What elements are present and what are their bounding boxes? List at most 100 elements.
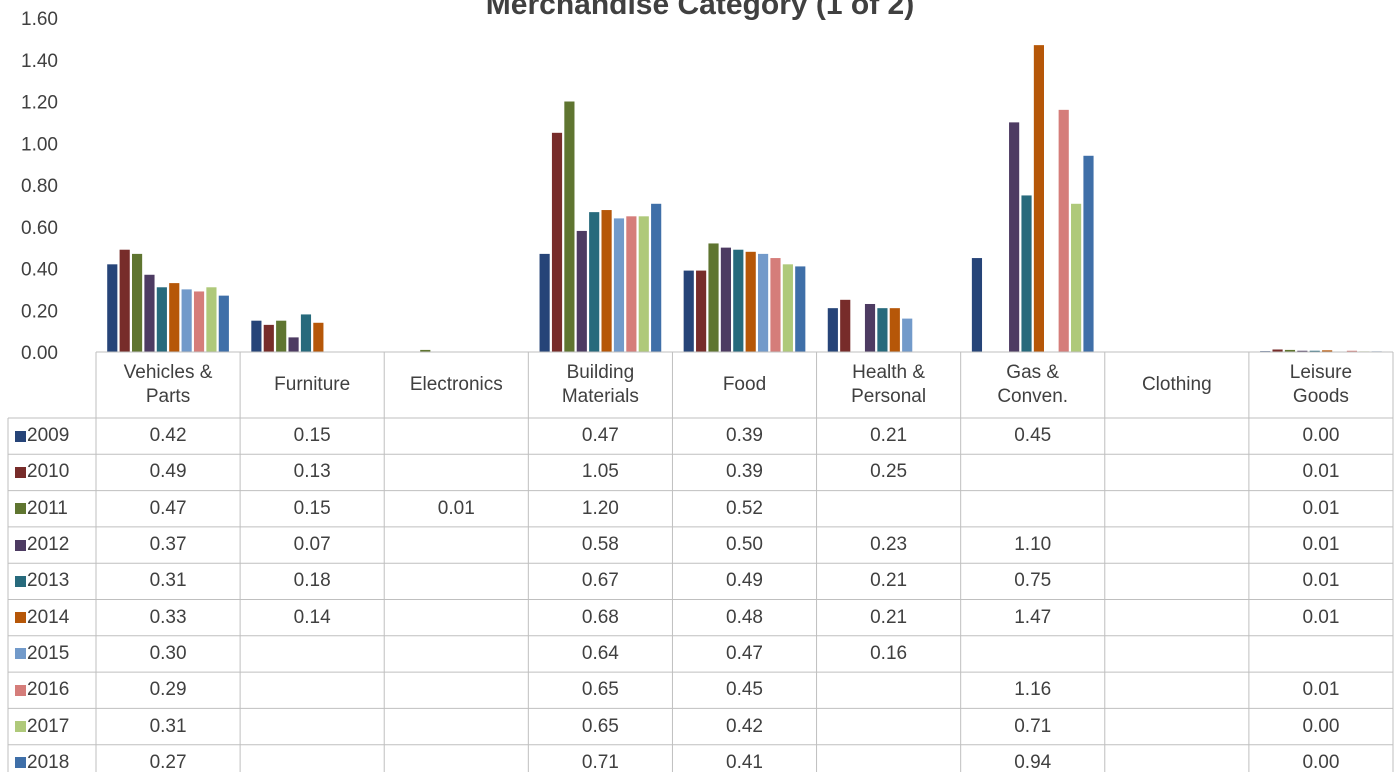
table-value: 0.94 [961,745,1105,772]
legend-label: 2016 [27,672,96,708]
table-value-text: 0.71 [581,751,619,772]
y-tick-label: 1.00 [21,134,58,155]
table-value: 0.75 [961,563,1105,599]
table-value-text: 0.00 [1302,425,1340,447]
table-value: 0.49 [96,454,240,490]
category-label-text: Building Materials [561,362,639,407]
bar [1346,350,1358,352]
table-value-text: 0.49 [726,570,763,592]
table-value-text: 1.10 [1014,534,1052,556]
table-value-text: 0.00 [1302,751,1340,772]
table-value: 0.37 [96,527,240,563]
table-value: 0.39 [672,418,816,454]
legend-label: 2015 [27,636,96,672]
category-label-text: Food [722,374,767,395]
table-value: 0.01 [1249,491,1393,527]
bar [288,337,299,352]
category-label: Vehicles & Parts [96,352,240,418]
table-value-text: 1.47 [1014,606,1052,628]
legend-swatch [15,757,26,769]
table-value: 0.15 [240,418,384,454]
table-value-text: 0.00 [1302,715,1340,737]
legend-label-text: 2018 [27,751,70,772]
table-value: 0.45 [672,672,816,708]
table-value-text: 0.01 [1302,461,1340,483]
table-value-text: 0.75 [1014,570,1052,592]
table-value: 0.41 [672,745,816,772]
bar [626,216,637,352]
table-value: 0.65 [528,672,672,708]
table-value-text: 0.65 [581,679,619,701]
table-value: 0.42 [96,418,240,454]
table-value: 0.71 [528,745,672,772]
table-value: 0.23 [817,527,961,563]
category-label: Gas & Conven. [961,352,1105,418]
bar [251,320,262,352]
bar [576,230,587,352]
bar [638,216,649,352]
bar [420,349,431,352]
bar [683,270,694,352]
table-value-text: 0.47 [149,497,187,519]
table-value: 1.05 [528,454,672,490]
legend-label: 2017 [27,708,96,744]
legend-label: 2012 [27,527,96,563]
bar [300,314,312,352]
bar [1272,349,1283,352]
table-value: 1.47 [961,600,1105,636]
table-value: 0.67 [528,563,672,599]
table-value-text: 0.14 [293,606,331,628]
table-value-text: 0.25 [870,461,908,483]
bar [1058,109,1069,352]
table-value: 0.64 [528,636,672,672]
table-value-text: 0.68 [581,606,619,628]
table-value: 0.18 [240,563,384,599]
bar [613,218,625,352]
table-value: 0.01 [1249,527,1393,563]
category-label-text: Health & Personal [851,362,927,407]
bar [589,212,600,352]
table-value-text: 0.64 [581,642,619,664]
bar [181,289,192,352]
legend-swatch [15,684,26,696]
bar [156,287,167,352]
table-value: 0.00 [1249,745,1393,772]
category-label-text: Clothing [1141,374,1212,395]
bar [720,247,731,352]
table-value: 0.42 [672,708,816,744]
bar [551,132,563,352]
table-value-text: 0.01 [1302,497,1340,519]
y-tick-label: 0.20 [21,301,58,322]
table-value-text: 1.20 [581,497,619,519]
table-value: 0.01 [384,491,528,527]
table-value: 0.71 [961,708,1105,744]
table-value: 0.27 [96,745,240,772]
table-value-text: 0.01 [1302,606,1340,628]
table-value: 0.52 [672,491,816,527]
table-value: 0.16 [817,636,961,672]
bar [1033,45,1045,352]
bar [840,299,851,352]
table-value: 0.15 [240,491,384,527]
bar [1071,203,1082,352]
table-value: 0.45 [961,418,1105,454]
table-value-text: 0.67 [581,570,619,592]
bar [169,283,180,352]
y-tick-label: 0.00 [21,343,58,364]
legend-label: 2010 [27,454,96,490]
legend-label-text: 2017 [27,715,70,737]
table-value: 0.00 [1249,708,1393,744]
bar [902,318,913,352]
table-value: 0.68 [528,600,672,636]
legend-label: 2011 [27,491,96,527]
category-label-text: Furniture [274,374,351,395]
table-value-text: 0.47 [726,642,763,664]
bar [276,320,287,352]
y-tick-label: 1.20 [21,93,58,114]
legend-swatch [15,721,26,733]
y-tick-label: 0.60 [21,218,58,239]
table-value-text: 0.21 [870,606,908,628]
bar [1009,122,1020,352]
